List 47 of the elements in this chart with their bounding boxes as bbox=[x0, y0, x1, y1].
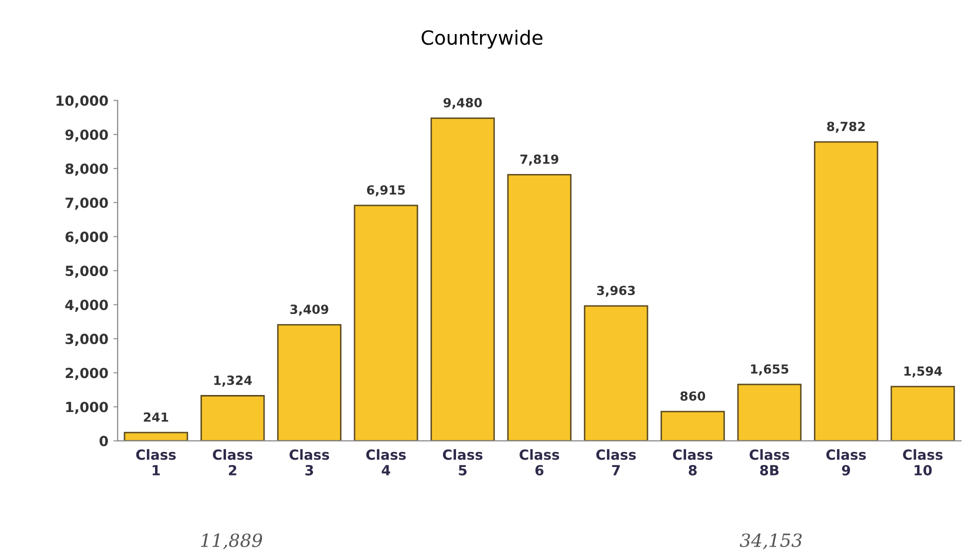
x-tick-label: Class 2 bbox=[212, 449, 252, 476]
x-tick-label: Class 4 bbox=[366, 449, 406, 476]
x-tick-label: Class 7 bbox=[596, 449, 636, 476]
chart-title: Countrywide bbox=[422, 30, 542, 49]
data-label: 3,963 bbox=[597, 286, 635, 297]
data-label: 9,480 bbox=[444, 98, 482, 109]
bar bbox=[890, 386, 955, 441]
x-tick-label: Class 3 bbox=[290, 449, 330, 476]
y-tick-label: 2,000 bbox=[66, 368, 108, 380]
bar bbox=[584, 305, 648, 441]
bar bbox=[200, 395, 265, 441]
data-label: 1,324 bbox=[214, 376, 252, 387]
x-tick-label: Class 10 bbox=[903, 449, 943, 476]
bar bbox=[124, 432, 188, 441]
text: 34,153 bbox=[740, 533, 802, 550]
y-tick-label: 9,000 bbox=[65, 129, 108, 142]
y-tick-label: 1,000 bbox=[66, 402, 108, 414]
x-tick-label: Class 8 bbox=[672, 449, 712, 476]
x-tick-label: Class 5 bbox=[442, 449, 482, 476]
x-tick-label: Class 9 bbox=[826, 449, 866, 476]
x-tick-label: Class 1 bbox=[136, 449, 176, 476]
bar bbox=[737, 384, 802, 441]
data-label: 7,819 bbox=[520, 154, 558, 166]
y-tick-label: 8,000 bbox=[66, 163, 108, 176]
bar bbox=[814, 141, 878, 441]
data-label: 3,409 bbox=[290, 304, 328, 316]
y-tick-label: 6,000 bbox=[66, 232, 108, 244]
bar bbox=[277, 324, 342, 441]
y-tick-label: 10,000 bbox=[56, 95, 108, 108]
data-label: 8,782 bbox=[827, 122, 865, 133]
data-label: 6,915 bbox=[367, 185, 405, 196]
bar bbox=[354, 204, 418, 441]
y-tick-label: 7,000 bbox=[66, 198, 108, 210]
y-tick-label: 0 bbox=[100, 436, 108, 446]
y-tick-label: 3,000 bbox=[66, 334, 108, 346]
data-label: 241 bbox=[144, 412, 168, 422]
data-label: 1,594 bbox=[904, 366, 942, 378]
y-tick-label: 5,000 bbox=[66, 266, 108, 278]
bar bbox=[660, 410, 725, 441]
text: 11,889 bbox=[201, 533, 262, 550]
bar bbox=[507, 174, 572, 441]
x-tick-label: Class 6 bbox=[520, 449, 560, 476]
bar bbox=[430, 117, 495, 441]
y-tick-label: 4,000 bbox=[65, 300, 108, 312]
data-label: 860 bbox=[680, 391, 706, 401]
data-label: 1,655 bbox=[751, 364, 788, 376]
x-tick-label: Class 8B bbox=[750, 449, 790, 476]
